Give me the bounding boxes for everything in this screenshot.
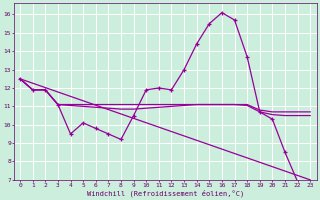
X-axis label: Windchill (Refroidissement éolien,°C): Windchill (Refroidissement éolien,°C) <box>86 189 244 197</box>
